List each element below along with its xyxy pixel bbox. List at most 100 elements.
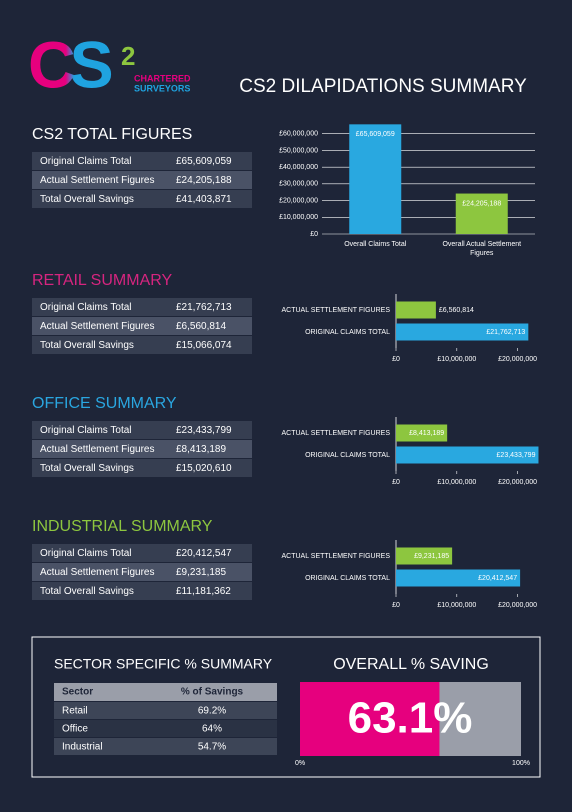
x-tick-label: £0 (392, 356, 400, 363)
y-tick-label: £40,000,000 (279, 164, 318, 171)
cell: 69.2% (198, 706, 226, 717)
bar (396, 424, 448, 442)
row-label: Original Claims Total (40, 548, 132, 559)
x-tick-label: £20,000,000 (498, 479, 537, 486)
row-value: £21,762,713 (176, 302, 232, 313)
y-tick-label: ACTUAL SETTLEMENT FIGURES (281, 553, 390, 560)
row-value: £8,413,189 (176, 444, 226, 455)
row-label: Total Overall Savings (40, 586, 134, 597)
cell: 54.7% (198, 742, 226, 753)
value-label: £8,413,189 (409, 430, 444, 437)
y-tick-label: £10,000,000 (279, 214, 318, 221)
table-row (32, 336, 252, 354)
row-label: Original Claims Total (40, 156, 132, 167)
row-label: Total Overall Savings (40, 340, 134, 351)
row-value: £11,181,362 (176, 586, 231, 597)
logo-text: CS (28, 27, 112, 101)
bar (396, 323, 529, 341)
value-label: £65,609,059 (356, 131, 395, 138)
x-tick-label-box: Overall Claims Total (344, 241, 407, 248)
section-title: INDUSTRIAL SUMMARY (32, 518, 213, 535)
table-row (32, 440, 252, 458)
table-row (32, 421, 252, 439)
x-tick-label: 0% (295, 760, 305, 767)
x-tick-label: Overall Claims Total (344, 241, 407, 248)
x-tick-label: £0 (392, 602, 400, 609)
bar (300, 682, 440, 756)
cell: Retail (62, 706, 88, 717)
table-row (32, 459, 252, 477)
value-label: £20,412,547 (478, 575, 517, 582)
value-label: 63.1% (348, 694, 473, 743)
x-tick-label: £10,000,000 (437, 356, 476, 363)
row-label: Actual Settlement Figures (40, 175, 155, 186)
y-tick-label: £60,000,000 (279, 131, 318, 138)
row-value: £15,066,074 (176, 340, 232, 351)
y-tick-label: ORIGINAL CLAIMS TOTAL (305, 452, 390, 459)
table-row (54, 702, 277, 719)
chart-title: OVERALL % SAVING (333, 656, 489, 673)
value-label: £9,231,185 (414, 553, 449, 560)
table-row (32, 152, 252, 170)
y-tick-label: ORIGINAL CLAIMS TOTAL (305, 329, 390, 336)
value-label: £24,205,188 (462, 200, 501, 207)
x-tick-label: £0 (392, 479, 400, 486)
x-tick-label: £10,000,000 (437, 602, 476, 609)
row-label: Total Overall Savings (40, 194, 134, 205)
table-row (32, 190, 252, 208)
table-row (32, 298, 252, 316)
column-header: % of Savings (181, 687, 244, 698)
y-tick-label: ACTUAL SETTLEMENT FIGURES (281, 430, 390, 437)
y-tick-label: £30,000,000 (279, 181, 318, 188)
bar (396, 446, 539, 464)
row-value: £6,560,814 (176, 321, 226, 332)
value-label: £23,433,799 (497, 452, 536, 459)
value-label: £6,560,814 (439, 307, 474, 314)
row-value: £9,231,185 (176, 567, 226, 578)
logo-line: CHARTERED (134, 73, 191, 83)
x-tick-label: Overall Actual Settlement Figures (442, 241, 522, 257)
column-header: Sector (62, 687, 93, 698)
cell: 64% (202, 724, 222, 735)
row-label: Actual Settlement Figures (40, 444, 155, 455)
table-row (54, 720, 277, 737)
cell: Industrial (62, 742, 103, 753)
x-tick-label: £20,000,000 (498, 356, 537, 363)
row-label: Original Claims Total (40, 302, 132, 313)
row-value: £65,609,059 (176, 156, 232, 167)
row-value: £24,205,188 (176, 175, 232, 186)
table-header (54, 683, 277, 701)
x-tick-label: £10,000,000 (437, 479, 476, 486)
section-title: CS2 TOTAL FIGURES (32, 126, 192, 143)
row-value: £41,403,871 (176, 194, 232, 205)
section-title: OFFICE SUMMARY (32, 395, 177, 412)
x-tick-label-box: Overall Actual Settlement Figures (442, 241, 522, 257)
row-value: £23,433,799 (176, 425, 232, 436)
sector-title: SECTOR SPECIFIC % SUMMARY (54, 656, 273, 672)
row-value: £20,412,547 (176, 548, 232, 559)
logo-sup: 2 (121, 41, 135, 71)
table-row (32, 544, 252, 562)
row-label: Original Claims Total (40, 425, 132, 436)
row-label: Actual Settlement Figures (40, 567, 155, 578)
row-value: £15,020,610 (176, 463, 232, 474)
row-label: Total Overall Savings (40, 463, 134, 474)
y-tick-label: ACTUAL SETTLEMENT FIGURES (281, 307, 390, 314)
y-tick-label: £20,000,000 (279, 197, 318, 204)
bar (349, 124, 402, 234)
x-tick-label: 100% (512, 760, 530, 767)
y-tick-label: £50,000,000 (279, 147, 318, 154)
bar (396, 301, 436, 319)
table-row (32, 171, 252, 189)
table-row (32, 317, 252, 335)
bar (455, 193, 508, 234)
page-title: CS2 DILAPIDATIONS SUMMARY (239, 76, 527, 97)
value-label: £21,762,713 (486, 329, 525, 336)
x-tick-label: £20,000,000 (498, 602, 537, 609)
row-label: Actual Settlement Figures (40, 321, 155, 332)
summary-box (31, 636, 541, 778)
table-row (54, 738, 277, 755)
y-tick-label: ORIGINAL CLAIMS TOTAL (305, 575, 390, 582)
